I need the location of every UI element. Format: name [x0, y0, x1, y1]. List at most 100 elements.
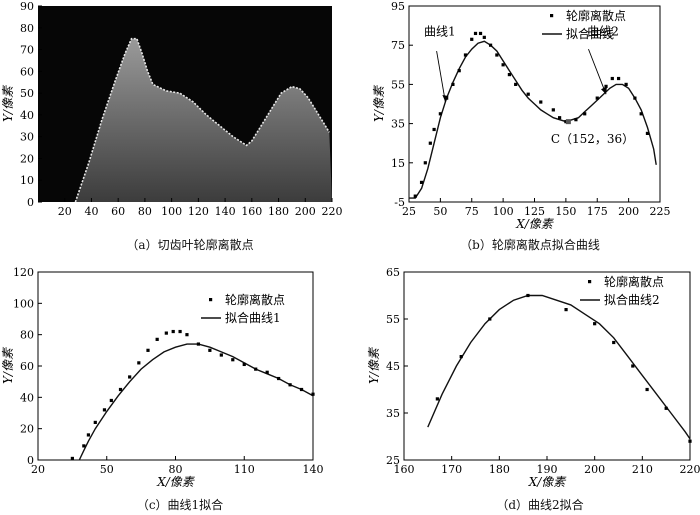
- x-tick-label: 40: [84, 205, 98, 218]
- x-tick-label: 110: [234, 463, 255, 476]
- annotation-curve1: 曲线1: [424, 24, 456, 38]
- data-point: [664, 406, 668, 410]
- annotation-arrowhead-curve2: [601, 86, 608, 95]
- data-point: [593, 322, 597, 326]
- data-point: [482, 35, 486, 39]
- x-tick-label: 140: [303, 463, 324, 476]
- data-point: [432, 127, 436, 132]
- data-point: [102, 408, 107, 412]
- x-tick-label: 180: [268, 205, 289, 218]
- data-point: [265, 370, 269, 374]
- data-point: [612, 340, 616, 345]
- y-axis-label: Y/像素: [1, 346, 15, 384]
- data-point: [277, 376, 281, 381]
- annotation-point-c: C（152，36）: [551, 132, 634, 146]
- x-tick-label: 220: [322, 205, 343, 218]
- data-point: [514, 82, 518, 86]
- plot-frame: [37, 271, 314, 461]
- y-tick-label: 40: [20, 109, 34, 122]
- y-tick-label: 120: [13, 266, 34, 279]
- data-point: [583, 112, 587, 116]
- data-point: [311, 392, 315, 396]
- data-point: [86, 433, 91, 437]
- data-point: [438, 112, 442, 116]
- annotation-arrow-curve2: [588, 48, 607, 95]
- x-tick-label: 20: [58, 205, 72, 218]
- annotation-arrow-curve1: [436, 51, 446, 103]
- y-tick-label: 80: [20, 22, 34, 35]
- caption-c: （c）曲线1拟合: [136, 498, 224, 512]
- fitted-curve: [409, 40, 657, 199]
- x-tick-label: 170: [441, 463, 462, 476]
- y-tick-label: 75: [391, 39, 405, 52]
- y-tick-label: 10: [20, 174, 34, 187]
- data-point: [539, 100, 543, 104]
- y-tick-label: 35: [386, 407, 400, 420]
- annotation-arrowhead-curve1: [442, 95, 449, 103]
- y-tick-label: 50: [20, 87, 34, 100]
- data-point: [118, 387, 123, 392]
- legend-label-points: 轮廓离散点: [566, 8, 626, 23]
- y-tick-label: 60: [20, 360, 34, 373]
- data-point: [219, 353, 223, 357]
- data-point: [564, 308, 568, 312]
- data-point: [507, 73, 511, 77]
- x-tick-label: 150: [555, 205, 576, 218]
- data-point: [459, 355, 463, 359]
- y-tick-label: 25: [386, 454, 400, 467]
- data-point: [242, 362, 246, 367]
- data-point: [457, 69, 461, 73]
- y-tick-label: 15: [391, 157, 405, 170]
- point-c-marker: [565, 119, 571, 125]
- plot-frame: [403, 271, 691, 461]
- data-point: [470, 37, 474, 41]
- x-tick-label: 160: [241, 205, 262, 218]
- legend-label-curve: 拟合曲线2: [604, 292, 660, 307]
- annotation-curve2: 曲线2: [587, 24, 619, 38]
- data-point: [196, 342, 201, 346]
- data-point: [645, 131, 650, 135]
- data-point: [463, 53, 468, 57]
- fitted-curve: [78, 343, 314, 461]
- y-tick-label: 65: [386, 266, 400, 279]
- data-point: [501, 63, 505, 67]
- legend-marker-points: [550, 14, 554, 18]
- panel-b: 25 50 75 100 125 150 175 200 225 -5 15 35 55 75 95 X/像素…: [372, 0, 671, 231]
- x-tick-label: 100: [161, 205, 182, 218]
- data-point: [551, 108, 555, 112]
- x-tick-label: 200: [295, 205, 316, 218]
- legend-label-points: 轮廓离散点: [225, 292, 285, 307]
- data-point: [495, 53, 499, 57]
- data-point: [488, 43, 493, 47]
- y-tick-label: 55: [391, 78, 405, 91]
- legend-marker-points: [209, 298, 213, 302]
- x-axis-label: X/像素: [528, 475, 568, 489]
- panel-c: 20 50 80 110 140020406080100120X/像素Y/像素轮廓离散点…: [1, 266, 324, 489]
- data-point: [526, 92, 530, 96]
- data-point: [435, 397, 439, 401]
- data-point: [82, 444, 86, 448]
- data-point: [413, 194, 417, 198]
- panel-d: 160 170 180 190 200 210 220 25 35 45 55 65 X/像素 Y/像素 轮…: [367, 266, 700, 489]
- x-tick-label: 120: [188, 205, 209, 218]
- y-axis-label: Y/像素: [1, 84, 15, 122]
- data-point: [478, 31, 483, 36]
- data-point: [299, 387, 304, 392]
- x-tick-label: 80: [138, 205, 152, 218]
- y-tick-label: -5: [394, 196, 405, 209]
- y-tick-label: 40: [20, 391, 34, 404]
- legend-label-curve: 拟合曲线1: [225, 310, 281, 325]
- data-point: [639, 112, 643, 116]
- data-point: [488, 317, 492, 321]
- data-point: [208, 348, 212, 352]
- y-tick-label: 45: [386, 360, 400, 373]
- x-axis-label: X/像素: [156, 475, 196, 489]
- y-tick-label: 0: [27, 196, 34, 209]
- fitted-curve: [427, 294, 691, 440]
- data-point: [574, 118, 578, 122]
- data-point: [558, 116, 562, 120]
- data-point: [137, 361, 141, 365]
- caption-d: （d）曲线2拟合: [496, 498, 584, 512]
- y-tick-label: 0: [27, 454, 34, 467]
